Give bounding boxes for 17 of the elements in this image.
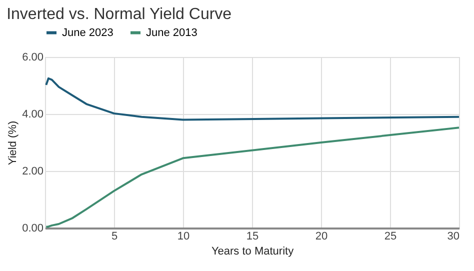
x-axis-title: Years to Maturity <box>211 246 294 258</box>
y-axis-title: Yield (%) <box>7 120 20 166</box>
y-tick-label: 4.00 <box>22 108 44 120</box>
y-tick-label: 0.00 <box>22 222 44 234</box>
x-tick-label: 10 <box>177 230 190 242</box>
legend-label: June 2023 <box>62 26 114 39</box>
x-tick-label: 25 <box>384 230 397 242</box>
x-tick-label: 20 <box>315 230 328 242</box>
line-series <box>45 126 460 228</box>
x-tick-label: 15 <box>246 230 259 242</box>
line-series <box>45 77 460 121</box>
chart-title: Inverted vs. Normal Yield Curve <box>6 6 232 23</box>
legend-label: June 2013 <box>146 26 198 39</box>
y-tick-label: 2.00 <box>22 166 44 178</box>
y-tick-label: 6.00 <box>22 52 44 64</box>
x-tick-label: 30 <box>447 230 460 242</box>
x-tick-label: 5 <box>111 230 118 242</box>
